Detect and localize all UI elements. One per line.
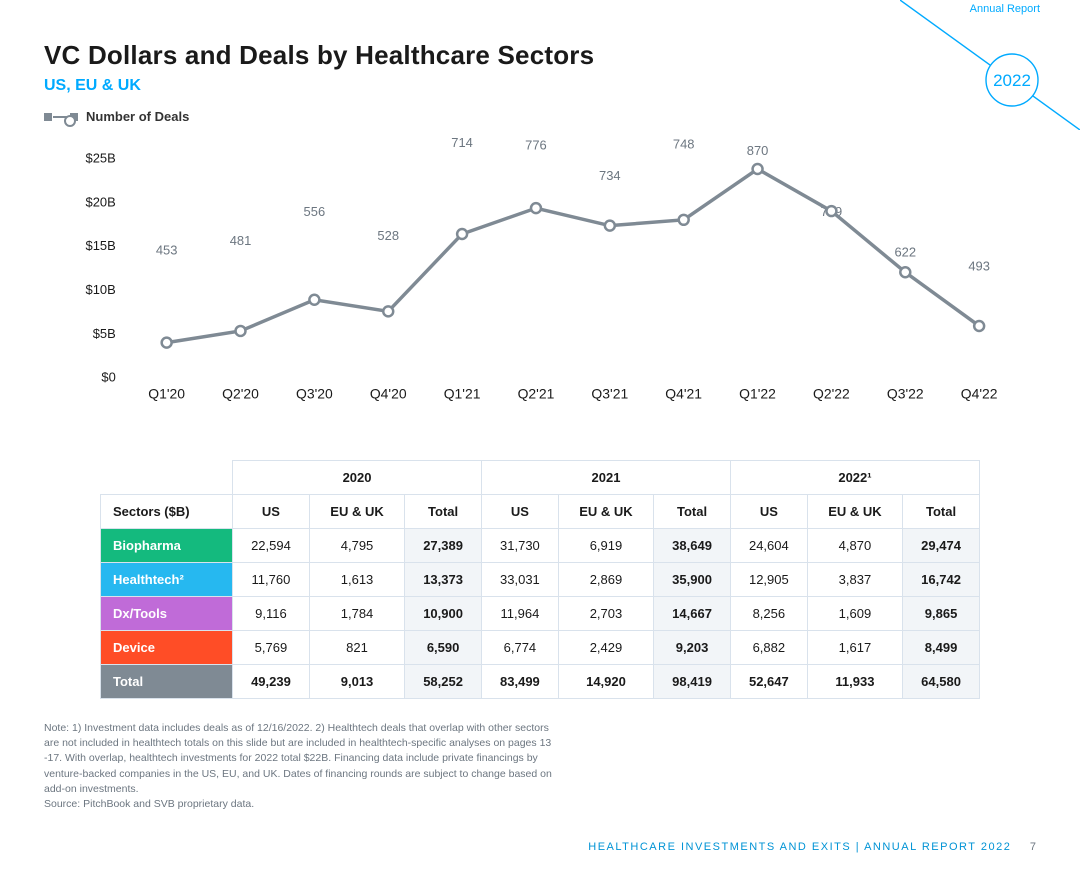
svg-text:Q1'22: Q1'22 [739,386,776,402]
footer-text: HEALTHCARE INVESTMENTS AND EXITS | ANNUA… [588,841,1011,853]
svg-text:493: 493 [968,259,990,274]
svg-text:870: 870 [747,143,769,158]
chart-container: $0 $5B $10B $15B $20B $25B 453 Q1'20 481 Q2'20 556… [60,132,1036,442]
svg-text:Q2'20: Q2'20 [222,386,259,402]
svg-text:556: 556 [304,204,326,219]
svg-text:$25B: $25B [86,151,116,166]
svg-text:Q4'22: Q4'22 [961,386,998,402]
footnote: Note: 1) Investment data includes deals … [44,721,564,812]
svg-text:$5B: $5B [93,326,116,341]
svg-text:734: 734 [599,168,621,183]
stacked-bar-chart: $0 $5B $10B $15B $20B $25B 453 Q1'20 481 Q2'20 556… [60,132,1036,442]
footnote-source: Source: PitchBook and SVB proprietary da… [44,797,564,812]
svg-text:$20B: $20B [86,194,116,209]
svg-text:622: 622 [894,244,916,259]
svg-text:$15B: $15B [86,238,116,253]
svg-text:Q3'21: Q3'21 [591,386,628,402]
svg-text:453: 453 [156,243,178,258]
legend-deals: Number of Deals [44,109,1036,124]
svg-text:Q3'20: Q3'20 [296,386,333,402]
svg-text:$10B: $10B [86,282,116,297]
svg-text:Q1'21: Q1'21 [444,386,481,402]
svg-text:Q4'21: Q4'21 [665,386,702,402]
page-subtitle: US, EU & UK [44,77,1036,95]
legend-label: Number of Deals [86,109,189,124]
legend-line-icon [44,112,78,122]
footer: HEALTHCARE INVESTMENTS AND EXITS | ANNUA… [588,841,1036,853]
sectors-table: 202020212022¹Sectors ($B)USEU & UKTotalU… [100,460,980,699]
page-title: VC Dollars and Deals by Healthcare Secto… [44,40,1036,71]
svg-text:Q2'21: Q2'21 [518,386,555,402]
svg-text:Q1'20: Q1'20 [148,386,185,402]
svg-text:Q3'22: Q3'22 [887,386,924,402]
page-number: 7 [1030,841,1036,853]
svg-text:481: 481 [230,233,252,248]
svg-text:Q2'22: Q2'22 [813,386,850,402]
svg-text:$0: $0 [101,370,115,385]
footnote-text: Note: 1) Investment data includes deals … [44,721,564,797]
svg-text:Q4'20: Q4'20 [370,386,407,402]
svg-text:714: 714 [451,135,473,150]
svg-text:528: 528 [377,228,399,243]
svg-text:776: 776 [525,138,547,153]
svg-text:748: 748 [673,137,695,152]
